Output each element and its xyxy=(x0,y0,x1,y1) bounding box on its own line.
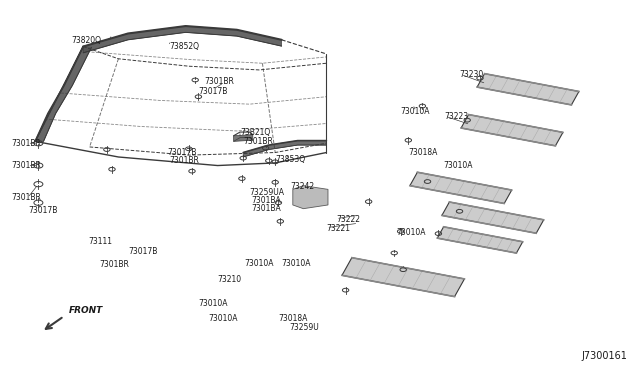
Polygon shape xyxy=(410,172,512,203)
Polygon shape xyxy=(461,115,563,146)
Text: J7300161: J7300161 xyxy=(581,351,627,361)
Polygon shape xyxy=(477,74,579,105)
Text: 73018A: 73018A xyxy=(278,314,308,323)
Text: 7301BR: 7301BR xyxy=(12,193,42,202)
Polygon shape xyxy=(234,135,253,141)
Text: 73010A: 73010A xyxy=(198,299,228,308)
Text: 7301BR: 7301BR xyxy=(99,260,129,269)
Polygon shape xyxy=(83,26,282,53)
Polygon shape xyxy=(292,186,328,209)
Text: 73852Q: 73852Q xyxy=(170,42,200,51)
Text: 7301BR: 7301BR xyxy=(243,137,273,146)
Text: 73242: 73242 xyxy=(290,182,314,191)
Text: FRONT: FRONT xyxy=(69,306,104,315)
Text: 7301BR: 7301BR xyxy=(169,156,199,165)
Text: 73010A: 73010A xyxy=(400,107,429,116)
Text: 73222: 73222 xyxy=(336,215,360,224)
Text: 73B21Q: 73B21Q xyxy=(240,128,270,137)
Text: 73230: 73230 xyxy=(460,70,484,79)
Text: 73820Q: 73820Q xyxy=(72,36,101,45)
Text: 73010A: 73010A xyxy=(282,259,311,268)
Text: 7301BR: 7301BR xyxy=(12,139,42,148)
Polygon shape xyxy=(342,258,465,296)
Polygon shape xyxy=(437,227,523,253)
Text: 7301BR: 7301BR xyxy=(205,77,235,86)
Text: 7301BR: 7301BR xyxy=(12,161,42,170)
Text: 73018A: 73018A xyxy=(408,148,438,157)
Polygon shape xyxy=(35,46,92,141)
Text: 73853Q: 73853Q xyxy=(275,155,305,164)
Text: 73017B: 73017B xyxy=(128,247,157,256)
Text: 73223: 73223 xyxy=(445,112,469,121)
Text: 73010A: 73010A xyxy=(444,161,473,170)
Polygon shape xyxy=(243,141,326,157)
Text: 73259U: 73259U xyxy=(289,323,319,332)
Text: 73010A: 73010A xyxy=(208,314,237,323)
Text: 73017B: 73017B xyxy=(168,148,197,157)
Text: 7301BA: 7301BA xyxy=(252,204,281,213)
Text: 73010A: 73010A xyxy=(397,228,426,237)
Text: 73017B: 73017B xyxy=(29,206,58,215)
Text: 7301BA: 7301BA xyxy=(252,196,281,205)
Text: 73221: 73221 xyxy=(326,224,351,233)
Polygon shape xyxy=(442,202,544,233)
Text: 73111: 73111 xyxy=(88,237,113,246)
Text: 73017B: 73017B xyxy=(198,87,228,96)
Text: 73210: 73210 xyxy=(218,275,242,284)
Text: 73010A: 73010A xyxy=(244,259,274,268)
Text: 73259UA: 73259UA xyxy=(250,188,285,197)
